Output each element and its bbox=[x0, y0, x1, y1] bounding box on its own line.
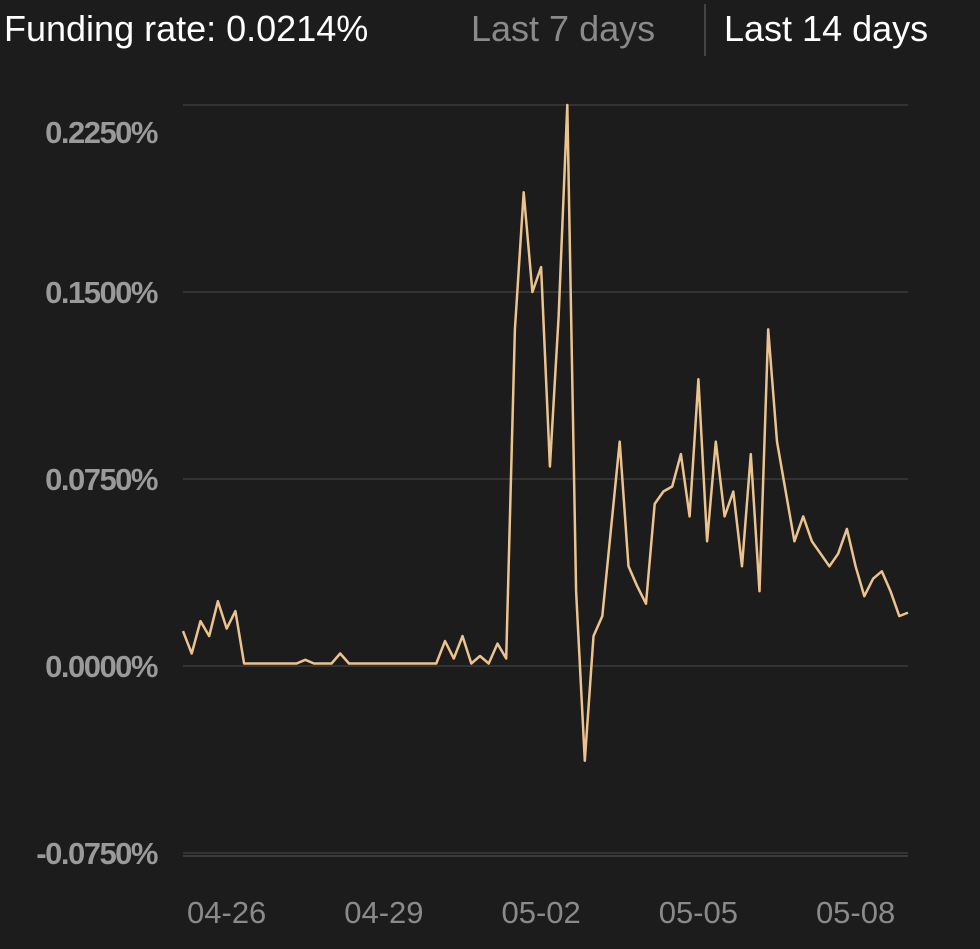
x-tick-label: 04-29 bbox=[344, 895, 423, 930]
range-button[interactable]: Last 14 days bbox=[724, 8, 929, 49]
y-tick-label: 0.0750% bbox=[45, 462, 158, 497]
title: Funding rate: 0.0214% bbox=[4, 8, 369, 49]
x-tick-label: 05-08 bbox=[816, 895, 895, 930]
x-tick-label: 05-02 bbox=[501, 895, 580, 930]
header: Funding rate: 0.0214% Last 7 days Last 1… bbox=[0, 0, 980, 60]
separator bbox=[704, 4, 706, 56]
line bbox=[181, 103, 909, 762]
y-tick-label: -0.0750% bbox=[36, 836, 158, 871]
range-button[interactable]: Last 7 days bbox=[471, 8, 656, 49]
y-tick-label: 0.1500% bbox=[45, 275, 158, 310]
y-tick-label: 0.2250% bbox=[45, 115, 158, 150]
x-tick-label: 04-26 bbox=[187, 895, 266, 930]
x-tick-label: 05-05 bbox=[659, 895, 738, 930]
y-tick-label: 0.0000% bbox=[45, 649, 158, 684]
